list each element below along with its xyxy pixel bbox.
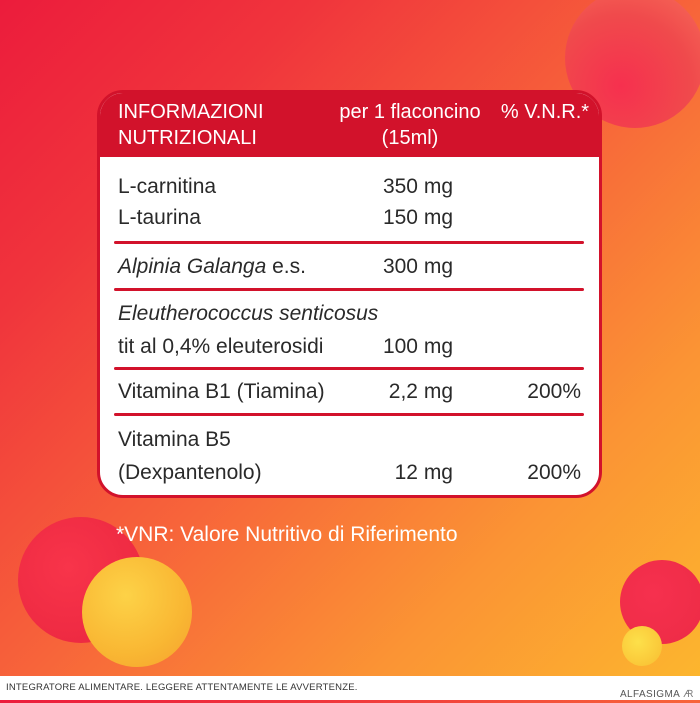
- row-quantity: 350 mg: [382, 175, 453, 198]
- header-info-line1: INFORMAZIONI: [118, 101, 264, 123]
- disclaimer-text: INTEGRATORE ALIMENTARE. LEGGERE ATTENTAM…: [6, 682, 358, 693]
- row-quantity: 2,2 mg: [388, 380, 453, 403]
- header-vnr-column: % V.N.R.*: [500, 101, 590, 123]
- row-name-suffix: e.s.: [266, 255, 306, 278]
- row-name-line2: (Dexpantenolo): [118, 461, 262, 484]
- row-divider: [114, 288, 584, 291]
- row-name: L-carnitina: [118, 175, 217, 198]
- row-name: Alpinia Galanga: [118, 255, 267, 278]
- row-vnr: 200%: [527, 461, 581, 484]
- header-info-column: INFORMAZIONI NUTRIZIONALI: [118, 99, 264, 151]
- alfasigma-logo-icon: 🜇: [682, 689, 694, 700]
- row-quantity: 12 mg: [394, 461, 453, 484]
- row-name-line2: tit al 0,4% eleuterosidi: [118, 335, 324, 358]
- table-header: INFORMAZIONI NUTRIZIONALI per 1 flaconci…: [100, 93, 599, 157]
- row-divider: [114, 413, 584, 416]
- row-quantity: 300 mg: [382, 255, 453, 278]
- header-amount-line2: (15ml): [381, 127, 439, 149]
- row-divider: [114, 367, 584, 370]
- decorative-bubble-yellow-bottom-left: [82, 557, 192, 667]
- row-divider: [114, 241, 584, 244]
- header-info-line2: NUTRIZIONALI: [118, 127, 257, 149]
- row-quantity: 100 mg: [382, 335, 453, 358]
- brand-logo: ALFASIGMA 🜇: [620, 682, 694, 703]
- row-name: Vitamina B5: [118, 428, 231, 451]
- row-vnr: 200%: [527, 380, 581, 403]
- disclaimer-bar: INTEGRATORE ALIMENTARE. LEGGERE ATTENTAM…: [0, 676, 700, 700]
- row-name-wrapper: Alpinia Galanga e.s.: [118, 251, 306, 282]
- row-name: L-taurina: [118, 206, 201, 229]
- row-name: Vitamina B1 (Tiamina): [118, 380, 325, 403]
- header-amount-line1: per 1 flaconcino: [339, 101, 481, 123]
- nutrition-table: INFORMAZIONI NUTRIZIONALI per 1 flaconci…: [97, 90, 602, 498]
- row-quantity: 150 mg: [382, 206, 453, 229]
- header-amount-column: per 1 flaconcino (15ml): [330, 99, 490, 151]
- brand-name: ALFASIGMA: [619, 689, 680, 700]
- vnr-footnote: *VNR: Valore Nutritivo di Riferimento: [116, 523, 458, 546]
- decorative-bubble-yellow-bottom-right: [622, 626, 662, 666]
- row-name: Eleutherococcus senticosus: [118, 302, 379, 325]
